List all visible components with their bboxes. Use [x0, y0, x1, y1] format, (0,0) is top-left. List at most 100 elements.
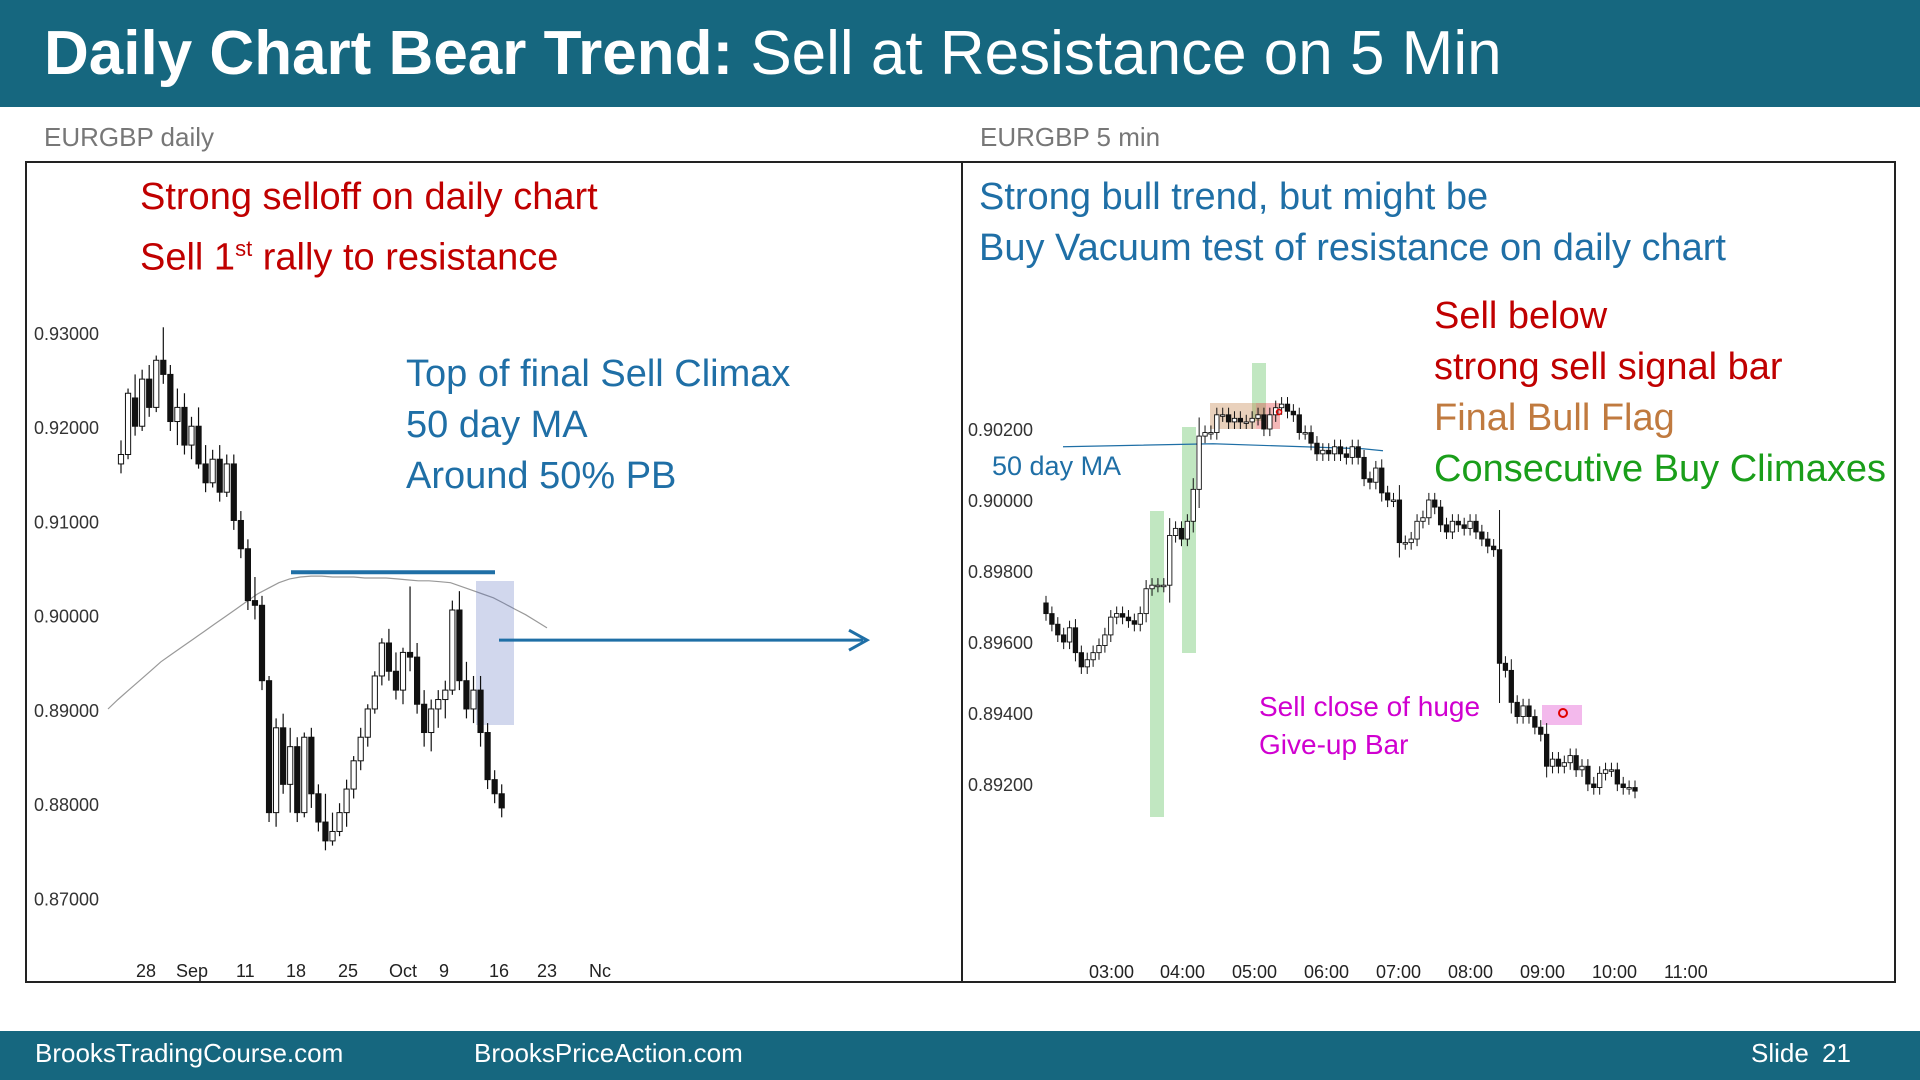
candle-body [1449, 520, 1456, 533]
candle-body [146, 378, 153, 408]
candle-body [484, 732, 491, 781]
candle-body [1202, 432, 1208, 437]
candle-body [1302, 432, 1308, 435]
candle-body [1620, 783, 1626, 788]
five-min-chart-panel: 0.90200 0.90000 0.89800 0.89600 0.89400 0.892… [961, 161, 1896, 983]
daily-annot-line1: Strong selloff on daily chart [140, 176, 598, 218]
candle-body [1437, 506, 1444, 526]
x-tick-label: 28 [136, 961, 156, 981]
buy-climax-highlight-1 [1150, 511, 1164, 817]
y-tick-label: 0.89600 [968, 633, 1033, 653]
candle-body [1502, 662, 1509, 671]
slide-title: Daily Chart Bear Trend: Sell at Resistan… [44, 14, 1502, 94]
candle-body [153, 359, 160, 408]
candle-body [1402, 542, 1408, 545]
buy-climax-highlight-3 [1252, 363, 1266, 421]
sell-signal-label: strong sell signal bar [1434, 346, 1783, 388]
candle-body [1149, 584, 1155, 590]
candle-body [449, 609, 456, 691]
y-tick-label: 0.89800 [968, 562, 1033, 582]
x-tick-label: 23 [537, 961, 557, 981]
daily-annot-line2-sup: st [235, 236, 253, 261]
candle-body [1549, 758, 1556, 767]
candle-body [1337, 446, 1344, 455]
candle-body [1096, 645, 1102, 654]
arrow-head [848, 628, 871, 652]
candle-body [265, 680, 273, 814]
candle-body [1379, 467, 1385, 494]
candle-body [1555, 758, 1562, 767]
candle-body [1602, 769, 1609, 774]
daily-chart-panel: 0.93000 0.92000 0.91000 0.90000 0.89000 0.880… [25, 161, 963, 983]
footer-bar [0, 1031, 1920, 1080]
candle-body [251, 600, 259, 606]
candle-body [428, 708, 435, 734]
daily-annot2-line1: Top of final Sell Climax [406, 353, 791, 395]
candle-body [1432, 499, 1438, 508]
candle-body [1467, 520, 1473, 529]
candle-body [343, 788, 350, 814]
x-tick-label: 04:00 [1160, 962, 1205, 981]
candle-body [329, 830, 336, 842]
x-tick-label: 09:00 [1520, 962, 1565, 981]
candle-body [498, 793, 505, 809]
y-tick-label: 0.89000 [34, 701, 99, 721]
title-bold: Daily Chart Bear Trend: [44, 19, 734, 88]
y-tick-label: 0.89200 [968, 775, 1033, 795]
candle-body [188, 425, 195, 446]
candle-body [1520, 705, 1526, 718]
x-tick-label: 11:00 [1664, 962, 1708, 981]
daily-annot-line2: Sell 1st rally to resistance [140, 223, 598, 284]
candle-body [1243, 421, 1249, 424]
x-tick-label: 05:00 [1232, 962, 1277, 981]
fivemin-annot-line2: Buy Vacuum test of resistance on daily c… [979, 227, 1726, 269]
title-bar [0, 0, 1920, 107]
candle-body [1225, 414, 1232, 423]
candle-body [470, 689, 477, 710]
candle-body [1343, 453, 1350, 458]
candle-body [1296, 414, 1302, 434]
candle-body [1567, 755, 1573, 764]
left-chart-label: EURGBP daily [44, 122, 215, 152]
candle-body [230, 463, 237, 521]
candle-body [1349, 446, 1355, 458]
x-tick-label: 9 [439, 961, 449, 981]
x-tick-label: Sep [176, 961, 208, 981]
candle-body [322, 821, 329, 842]
candle-body [1178, 527, 1185, 540]
candle-body [1508, 669, 1514, 703]
candle-body [1532, 716, 1538, 728]
candle-body [1496, 549, 1503, 664]
candle-body [1384, 492, 1391, 501]
candle-body [1573, 755, 1579, 771]
give-up-bar-highlight [1542, 705, 1582, 725]
candle-body [336, 812, 343, 832]
x-tick-label: 08:00 [1448, 962, 1493, 981]
fivemin-annot-line1: Strong bull trend, but might be [979, 176, 1489, 218]
candle-body [357, 736, 364, 762]
candle-body [1167, 535, 1173, 586]
candle-body [1090, 652, 1096, 661]
daily-annot2-line3: Around 50% PB [406, 455, 677, 497]
candle-body [1455, 520, 1461, 526]
candle-body [1273, 407, 1279, 416]
candle-body [1278, 403, 1285, 409]
candle-body [350, 760, 357, 790]
candle-body [1414, 520, 1420, 540]
candle-body [117, 454, 125, 465]
daily-annotation-1: Strong selloff on daily chart Sell 1st r… [140, 172, 598, 284]
candle-body [1119, 613, 1126, 618]
x-tick-label: 11 [236, 961, 255, 981]
candle-body [463, 680, 470, 710]
y-tick-label: 0.93000 [34, 324, 99, 344]
candle-body [132, 397, 139, 427]
sell-below-label: Sell below [1434, 295, 1608, 337]
y-tick-label: 0.88000 [34, 795, 99, 815]
x-tick-label: 03:00 [1089, 962, 1134, 981]
candle-body [1196, 435, 1202, 490]
candle-body [315, 793, 322, 823]
candle-body [1108, 616, 1114, 636]
candle-body [1072, 627, 1079, 654]
candle-body [1231, 417, 1238, 423]
candle-body [1161, 584, 1167, 588]
